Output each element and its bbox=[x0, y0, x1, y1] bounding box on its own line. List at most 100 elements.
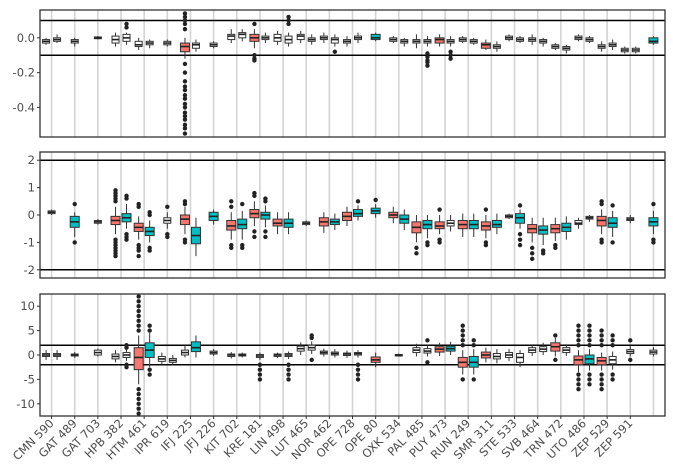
outlier-point bbox=[425, 242, 430, 248]
outlier-point bbox=[517, 203, 523, 208]
outlier-point bbox=[136, 391, 141, 397]
outlier-point bbox=[425, 51, 430, 56]
box-single bbox=[238, 32, 247, 39]
outlier-point bbox=[651, 201, 656, 207]
outlier-point bbox=[182, 21, 188, 27]
outlier-point bbox=[136, 304, 141, 309]
outlier-point bbox=[309, 333, 314, 338]
panel-frame bbox=[39, 9, 666, 138]
y-tick-label: 5 bbox=[28, 324, 35, 338]
outlier-point bbox=[425, 63, 430, 68]
panel-frame bbox=[39, 151, 666, 279]
outlier-point bbox=[124, 365, 129, 370]
outlier-point bbox=[124, 25, 129, 30]
outlier-point bbox=[576, 333, 581, 338]
outlier-point bbox=[587, 343, 592, 348]
outlier-point bbox=[471, 338, 476, 343]
outlier-point bbox=[576, 382, 581, 387]
outlier-point bbox=[599, 372, 604, 377]
outlier-point bbox=[460, 377, 465, 382]
outlier-point bbox=[460, 328, 465, 333]
outlier-point bbox=[610, 240, 615, 245]
outlier-point bbox=[113, 188, 118, 193]
outlier-point bbox=[182, 101, 188, 107]
outlier-point bbox=[263, 234, 268, 240]
outlier-point bbox=[257, 377, 263, 382]
outlier-point bbox=[460, 343, 465, 348]
outlier-point bbox=[136, 406, 141, 411]
outlier-point bbox=[517, 242, 523, 248]
outlier-point bbox=[437, 240, 442, 245]
outlier-point bbox=[576, 328, 581, 333]
outlier-point bbox=[263, 229, 268, 234]
outlier-point bbox=[257, 367, 263, 372]
outlier-point bbox=[529, 256, 535, 262]
outlier-point bbox=[263, 196, 268, 201]
outlier-point bbox=[460, 338, 465, 343]
box-a bbox=[179, 42, 190, 53]
outlier-point bbox=[332, 49, 338, 54]
outlier-point bbox=[587, 338, 592, 343]
outlier-point bbox=[240, 201, 245, 207]
outlier-point bbox=[355, 362, 361, 367]
y-tick-label: 1 bbox=[28, 181, 35, 195]
outlier-point bbox=[147, 248, 152, 253]
outlier-point bbox=[483, 242, 489, 248]
panel-1: 0.0 -0.2 -0.4 bbox=[13, 9, 666, 138]
outlier-point bbox=[599, 328, 604, 333]
outlier-point bbox=[628, 338, 633, 343]
outlier-point bbox=[182, 240, 188, 245]
outlier-point bbox=[460, 323, 465, 328]
outlier-point bbox=[286, 21, 291, 27]
outlier-point bbox=[229, 199, 234, 204]
outlier-point bbox=[182, 26, 188, 32]
outlier-point bbox=[517, 237, 523, 242]
outlier-point bbox=[136, 401, 141, 406]
outlier-point bbox=[182, 18, 188, 23]
outlier-point bbox=[610, 372, 615, 377]
outlier-point bbox=[599, 377, 604, 382]
outlier-point bbox=[124, 21, 129, 27]
outlier-point bbox=[229, 245, 234, 251]
outlier-point bbox=[425, 338, 430, 343]
outlier-point bbox=[355, 199, 361, 204]
outlier-point bbox=[599, 386, 604, 392]
outlier-point bbox=[286, 14, 291, 20]
box-b bbox=[190, 341, 201, 353]
outlier-point bbox=[240, 245, 245, 251]
outlier-point bbox=[72, 201, 77, 207]
outlier-point bbox=[136, 201, 141, 207]
outlier-point bbox=[252, 21, 257, 27]
outlier-point bbox=[252, 234, 257, 240]
box-b bbox=[648, 37, 659, 44]
outlier-point bbox=[529, 251, 535, 256]
y-tick-label: 0 bbox=[28, 208, 35, 222]
box-single bbox=[330, 37, 339, 44]
outlier-point bbox=[448, 49, 453, 54]
outlier-point bbox=[182, 126, 188, 131]
y-tick-label: -0.2 bbox=[13, 66, 35, 80]
y-tick-label: 2 bbox=[28, 153, 35, 167]
outlier-point bbox=[136, 308, 141, 314]
box-a bbox=[434, 37, 445, 44]
outlier-point bbox=[229, 204, 234, 209]
outlier-point bbox=[182, 122, 188, 128]
outlier-point bbox=[576, 343, 581, 348]
outlier-point bbox=[576, 323, 581, 328]
outlier-point bbox=[165, 234, 170, 240]
outlier-point bbox=[147, 323, 152, 328]
box-single bbox=[134, 40, 143, 48]
outlier-point bbox=[257, 372, 263, 377]
outlier-point bbox=[587, 323, 592, 328]
outlier-point bbox=[471, 343, 476, 348]
y-tick-label: -0.4 bbox=[13, 100, 35, 114]
outlier-point bbox=[425, 59, 430, 65]
outlier-point bbox=[587, 372, 592, 377]
outlier-point bbox=[425, 360, 430, 365]
outlier-point bbox=[182, 84, 188, 89]
outlier-point bbox=[252, 229, 257, 234]
outlier-point bbox=[553, 357, 558, 363]
